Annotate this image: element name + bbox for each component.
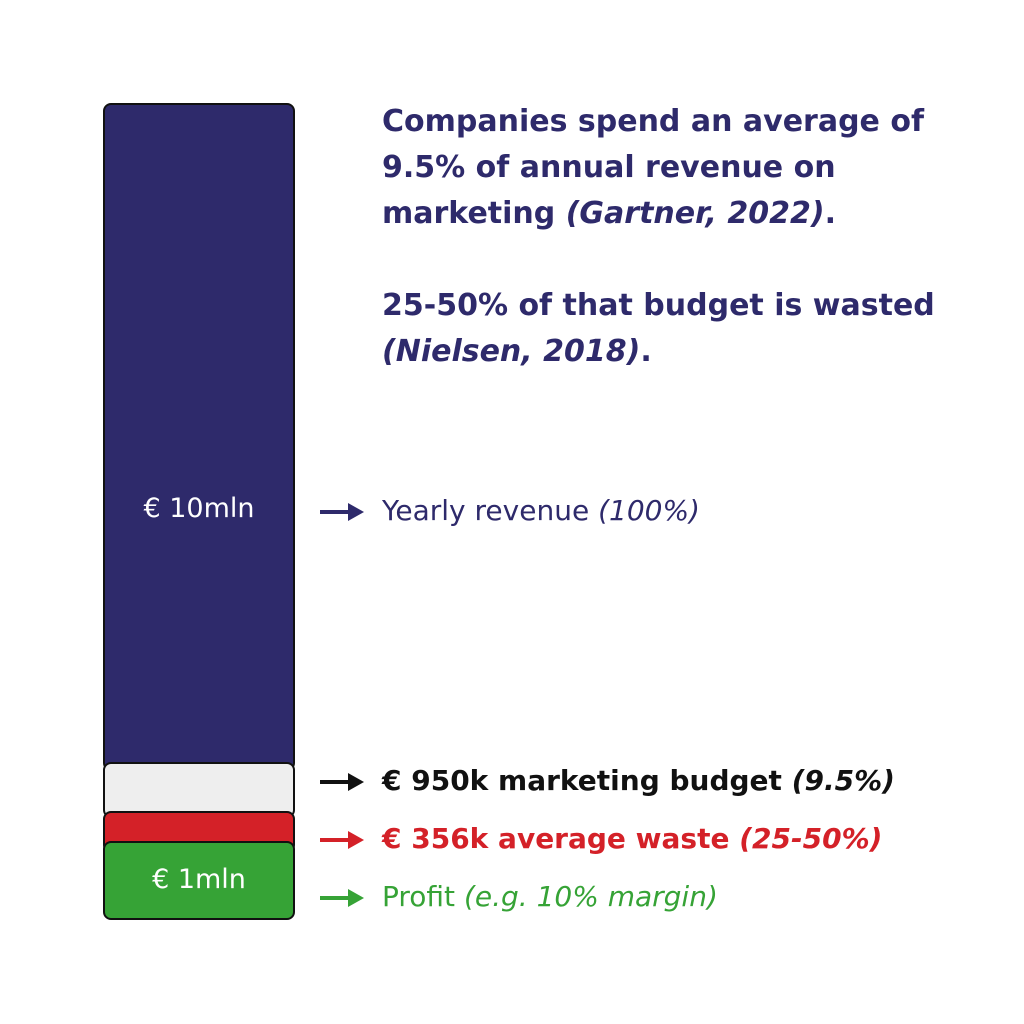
arrow-right-icon: [320, 500, 364, 524]
headline-spend-period: .: [824, 196, 836, 231]
bar-label-revenue: € 10mln: [143, 493, 255, 524]
headline-spend-citation: (Gartner, 2022): [565, 196, 825, 231]
bar-segment-marketing-budget: [103, 762, 295, 818]
annotation-revenue-note: (100%): [598, 494, 700, 527]
annotation-profit-main: Profit: [382, 880, 464, 913]
annotation-revenue: Yearly revenue (100%): [382, 494, 700, 528]
bar-segment-profit: [103, 841, 295, 920]
headline-waste-period: .: [640, 334, 652, 369]
annotation-waste-note: (25-50%): [739, 822, 883, 855]
annotation-waste-main: € 356k average waste: [382, 822, 740, 855]
annotation-revenue-main: Yearly revenue: [382, 494, 599, 527]
annotation-profit: Profit (e.g. 10% margin): [382, 880, 718, 914]
annotation-marketing-main: € 950k marketing budget: [382, 764, 792, 797]
annotation-profit-note: (e.g. 10% margin): [463, 880, 718, 913]
annotation-marketing-note: (9.5%): [791, 764, 895, 797]
headline-spend-text: Companies spend an average of 9.5% of an…: [382, 104, 925, 231]
annotation-marketing-budget: € 950k marketing budget (9.5%): [382, 764, 895, 798]
annotation-waste: € 356k average waste (25-50%): [382, 822, 882, 856]
headline-waste-citation: (Nielsen, 2018): [382, 334, 641, 369]
headline-waste: 25-50% of that budget is wasted (Nielsen…: [382, 283, 1002, 375]
headline-spend: Companies spend an average of 9.5% of an…: [382, 99, 1002, 237]
arrow-right-icon: [320, 828, 364, 852]
bar-label-profit: € 1mln: [152, 864, 246, 895]
headline-waste-text: 25-50% of that budget is wasted: [382, 288, 935, 323]
bar-segment-revenue: [103, 103, 295, 771]
arrow-right-icon: [320, 770, 364, 794]
arrow-right-icon: [320, 886, 364, 910]
